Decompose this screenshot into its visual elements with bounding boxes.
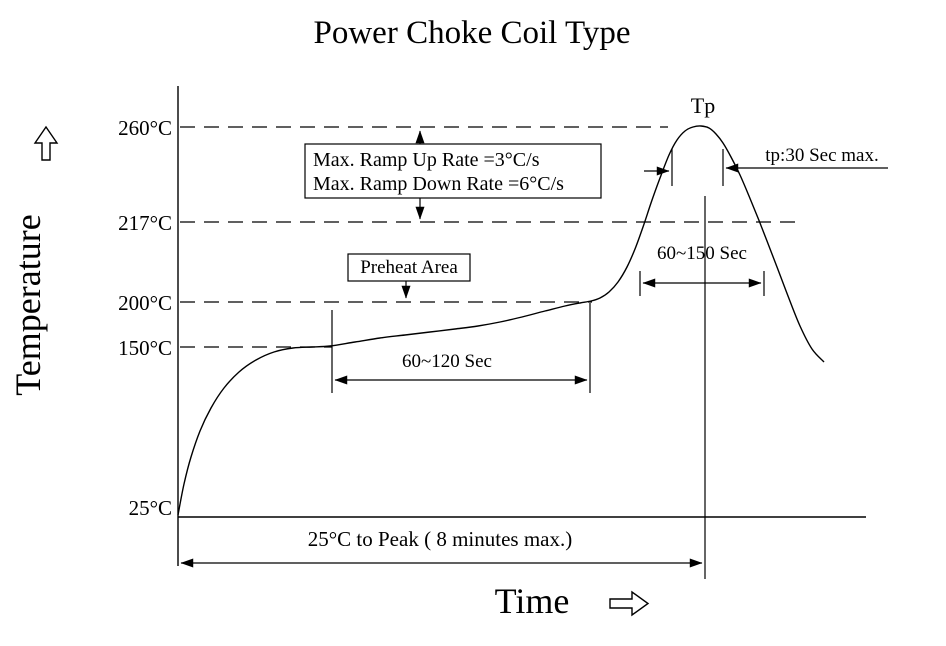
preheat-area-box (347, 253, 471, 282)
profile-curve (177, 125, 825, 516)
peak-time-label: tp:30 Sec max. (765, 145, 878, 166)
total-time-label: 25°C to Peak ( 8 minutes max.) (308, 527, 572, 551)
y-tick-200: 200°C (118, 291, 172, 315)
y-tick-260: 260°C (118, 116, 172, 140)
ramp-up-rate-label: Max. Ramp Up Rate =3°C/s (313, 149, 540, 171)
y-tick-217: 217°C (118, 211, 172, 235)
preheat-area-label: Preheat Area (360, 257, 458, 278)
ramp-rate-box (304, 143, 602, 199)
y-tick-150: 150°C (118, 336, 172, 360)
x-axis-label: Time (495, 581, 570, 621)
peak-label: Tp (691, 93, 715, 118)
tal-duration-label: 60~150 Sec (657, 243, 747, 264)
time-right-arrow-icon (609, 590, 650, 617)
y-tick-25: 25°C (129, 496, 172, 520)
temperature-up-arrow-icon (33, 125, 59, 161)
chart-title: Power Choke Coil Type (314, 15, 631, 51)
soak-duration-label: 60~120 Sec (402, 351, 492, 372)
y-axis-label: Temperature (8, 214, 48, 395)
ramp-down-rate-label: Max. Ramp Down Rate =6°C/s (313, 173, 564, 195)
